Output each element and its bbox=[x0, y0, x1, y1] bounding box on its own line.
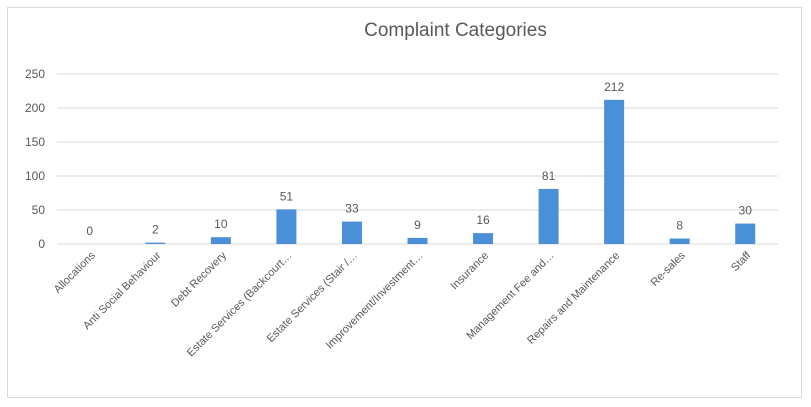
data-label-7: 81 bbox=[542, 169, 556, 183]
bar-6[interactable] bbox=[473, 233, 494, 244]
bar-4[interactable] bbox=[341, 221, 362, 244]
x-tick-label-6: Insurance bbox=[449, 250, 492, 293]
bar-7[interactable] bbox=[538, 188, 559, 244]
bar-9[interactable] bbox=[669, 238, 690, 244]
data-label-1: 2 bbox=[152, 223, 159, 237]
bar-2[interactable] bbox=[210, 237, 231, 244]
bar-5[interactable] bbox=[407, 237, 428, 244]
data-label-6: 16 bbox=[476, 213, 490, 227]
chart-title: Complaint Categories bbox=[364, 20, 547, 41]
y-tick-label-200: 200 bbox=[25, 101, 45, 115]
y-tick-label-0: 0 bbox=[38, 237, 45, 251]
y-tick-label-100: 100 bbox=[25, 169, 45, 183]
chart-frame bbox=[7, 7, 802, 398]
bar-10[interactable] bbox=[735, 223, 756, 244]
data-label-3: 51 bbox=[280, 189, 294, 203]
x-tick-label-3: Estate Services (Backcourt… bbox=[185, 250, 295, 360]
data-label-10: 30 bbox=[739, 204, 753, 218]
x-tick-label-10: Staff bbox=[729, 249, 754, 274]
bar-8[interactable] bbox=[604, 99, 625, 244]
y-tick-label-250: 250 bbox=[25, 67, 45, 81]
bars bbox=[145, 99, 756, 244]
y-tick-label-50: 50 bbox=[32, 203, 46, 217]
y-axis-tick-labels: 0 50 100 150 200 250 bbox=[25, 67, 45, 251]
data-labels: 0 2 10 51 33 9 16 81 212 8 30 bbox=[86, 80, 752, 238]
data-label-8: 212 bbox=[604, 80, 624, 94]
data-label-9: 8 bbox=[676, 219, 683, 233]
x-tick-label-9: Re-sales bbox=[649, 249, 689, 289]
y-tick-label-150: 150 bbox=[25, 135, 45, 149]
bar-1[interactable] bbox=[145, 242, 166, 244]
data-label-4: 33 bbox=[345, 202, 359, 216]
bar-3[interactable] bbox=[276, 209, 297, 244]
x-tick-label-0: Allocations bbox=[52, 249, 98, 295]
data-label-5: 9 bbox=[414, 218, 421, 232]
x-tick-label-2: Debt Recovery bbox=[169, 249, 229, 309]
data-label-2: 10 bbox=[214, 217, 228, 231]
data-label-0: 0 bbox=[86, 224, 93, 238]
